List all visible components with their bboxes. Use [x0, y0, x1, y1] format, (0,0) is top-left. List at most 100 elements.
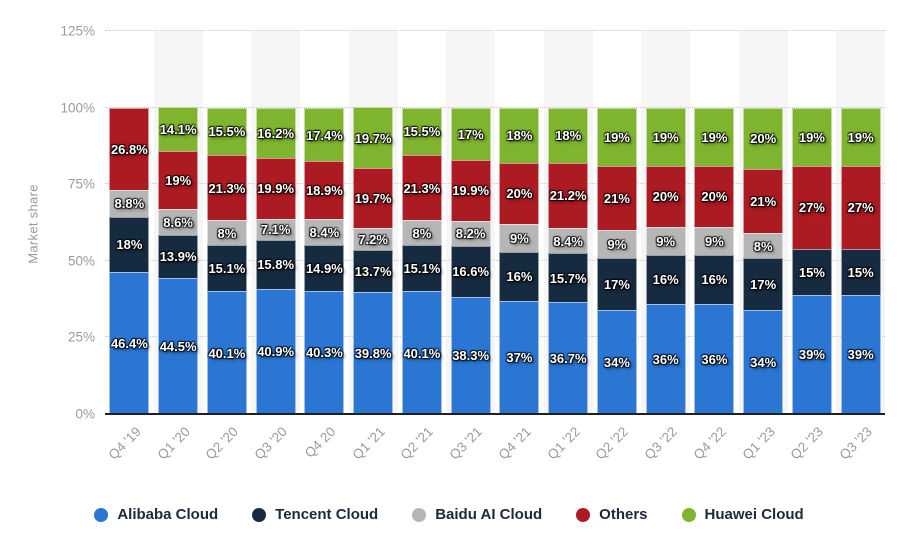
bar-column: 38.3% 16.6% 8.2% 19.9% 17% — [446, 31, 495, 414]
bar-segment: 19% — [791, 107, 832, 166]
x-tick-label: Q1 '23 — [739, 424, 778, 463]
bar-column: 40.1% 15.1% 8% 21.3% 15.5% — [203, 31, 252, 414]
x-axis-line — [105, 413, 885, 415]
bar-segment: 9% — [694, 227, 735, 255]
x-tick-label: Q4 20 — [302, 424, 339, 461]
bar-segment: 14.1% — [158, 107, 199, 151]
bar-segment: 40.1% — [206, 291, 247, 414]
bar-segment: 15.8% — [255, 240, 296, 289]
x-tick-label: Q4 '21 — [495, 424, 534, 463]
bar-value-label: 15% — [847, 264, 874, 280]
bar-segment: 39% — [791, 294, 832, 414]
legend-item: Baidu AI Cloud — [412, 506, 542, 523]
x-tick-label: Q3 '21 — [446, 424, 486, 463]
bar-segment: 40.3% — [304, 290, 345, 414]
plot-area: 46.4% 18% 8.8% 26.8% 44.5% 13.9% 8.6% 19% 14.1% 4… — [105, 30, 885, 415]
bar-value-label: 15.1% — [208, 261, 246, 276]
legend-label: Others — [599, 506, 648, 523]
bar-value-label: 19.7% — [354, 130, 392, 146]
bar-segment: 19.9% — [255, 157, 296, 219]
bar-segment: 8.4% — [304, 219, 345, 245]
bar-value-label: 19% — [847, 129, 874, 145]
bar-value-label: 39% — [798, 347, 825, 363]
bar-value-label: 34% — [603, 354, 630, 370]
bar-segment: 17% — [596, 257, 637, 310]
bar-value-label: 37% — [506, 350, 533, 366]
bar-segment: 21.3% — [401, 155, 442, 221]
bar-segment: 13.9% — [158, 235, 199, 278]
bar-segment: 16.6% — [450, 245, 491, 297]
bar-column: 40.1% 15.1% 8% 21.3% 15.5% — [398, 31, 447, 414]
y-tick-label: 0% — [75, 406, 95, 422]
bar-column: 46.4% 18% 8.8% 26.8% — [105, 31, 154, 414]
legend-item: Alibaba Cloud — [94, 506, 218, 523]
bar-value-label: 17% — [750, 276, 777, 292]
bar-value-label: 15.5% — [403, 124, 441, 140]
bar-column: 37% 16% 9% 20% 18% — [495, 31, 544, 414]
x-tick-label: Q1 '21 — [349, 424, 388, 463]
bar-segment: 14.9% — [304, 244, 345, 291]
bar-value-label: 14.9% — [305, 260, 343, 276]
bar-segment: 15.7% — [548, 253, 589, 302]
bar-value-label: 27% — [847, 200, 874, 216]
bar-segment: 19% — [158, 150, 199, 209]
legend-swatch-icon — [576, 507, 591, 522]
bar-value-label: 8% — [753, 238, 773, 254]
bar-segment: 8% — [401, 220, 442, 245]
bar-value-label: 8.6% — [163, 214, 193, 230]
legend-item: Others — [576, 506, 648, 523]
bar-segment: 40.9% — [255, 288, 296, 414]
bar-value-label: 15.8% — [257, 257, 295, 273]
bar-value-label: 18.9% — [305, 183, 343, 199]
bar-segment: 15% — [791, 248, 832, 295]
legend-label: Huawei Cloud — [704, 506, 804, 523]
x-tick-label: Q2 '23 — [787, 424, 827, 463]
x-tick-label: Q1 '20 — [154, 424, 193, 463]
x-tick-label: Q1 '22 — [544, 424, 583, 463]
bar-value-label: 8.2% — [455, 226, 486, 242]
bar-segment: 39% — [840, 294, 881, 414]
x-axis-tick-labels: Q4 '19 Q1 '20 Q2 '20 Q3 '20 Q4 20 Q1 '21 Q2 '2… — [105, 414, 885, 494]
bar-value-label: 13.9% — [159, 249, 197, 265]
bar-segment: 18% — [109, 216, 150, 272]
bar-value-label: 7.2% — [358, 232, 388, 248]
bar-value-label: 14.1% — [159, 121, 197, 137]
grid-lines — [105, 30, 885, 414]
bar-segment: 18% — [499, 107, 540, 163]
bar-segment: 20% — [694, 165, 735, 228]
bar-segment: 7.1% — [255, 218, 296, 241]
bar-segment: 39.8% — [353, 292, 394, 414]
bar-value-label: 36.7% — [549, 350, 587, 366]
legend-swatch-icon — [681, 507, 696, 522]
y-axis-title: Market share — [25, 184, 41, 264]
bar-segment: 8.6% — [158, 208, 199, 236]
legend-item: Tencent Cloud — [252, 506, 378, 523]
x-tick-label: Q2 '22 — [592, 424, 632, 463]
bar-value-label: 15% — [798, 264, 825, 280]
bar-value-label: 18% — [506, 128, 533, 144]
bar-value-label: 19% — [798, 129, 825, 145]
bar-value-label: 19.7% — [354, 190, 392, 206]
grid-line — [105, 30, 885, 31]
bar-value-label: 15.1% — [403, 261, 441, 276]
bar-segment: 15.1% — [401, 244, 442, 292]
bar-value-label: 7.1% — [260, 222, 291, 238]
bar-segment: 8.2% — [450, 220, 491, 246]
bar-value-label: 40.3% — [305, 345, 343, 361]
bar-segment: 18% — [548, 107, 589, 163]
bar-value-label: 20% — [652, 189, 679, 205]
bar-segment: 19% — [840, 107, 881, 166]
bar-segment: 18.9% — [304, 161, 345, 220]
bar-segment: 27% — [791, 165, 832, 249]
bar-segment: 44.5% — [158, 277, 199, 414]
bar-segment: 7.2% — [353, 228, 394, 251]
bar-column: 44.5% 13.9% 8.6% 19% 14.1% — [154, 31, 203, 414]
bars: 46.4% 18% 8.8% 26.8% 44.5% 13.9% 8.6% 19% 14.1% 4… — [105, 31, 885, 414]
legend-label: Baidu AI Cloud — [435, 506, 543, 523]
bar-segment: 9% — [645, 227, 686, 255]
bar-segment: 17% — [743, 257, 784, 310]
bar-value-label: 26.8% — [110, 141, 148, 157]
grid-line — [105, 183, 885, 185]
bar-segment: 21% — [743, 168, 784, 234]
legend-label: Tencent Cloud — [275, 506, 379, 523]
